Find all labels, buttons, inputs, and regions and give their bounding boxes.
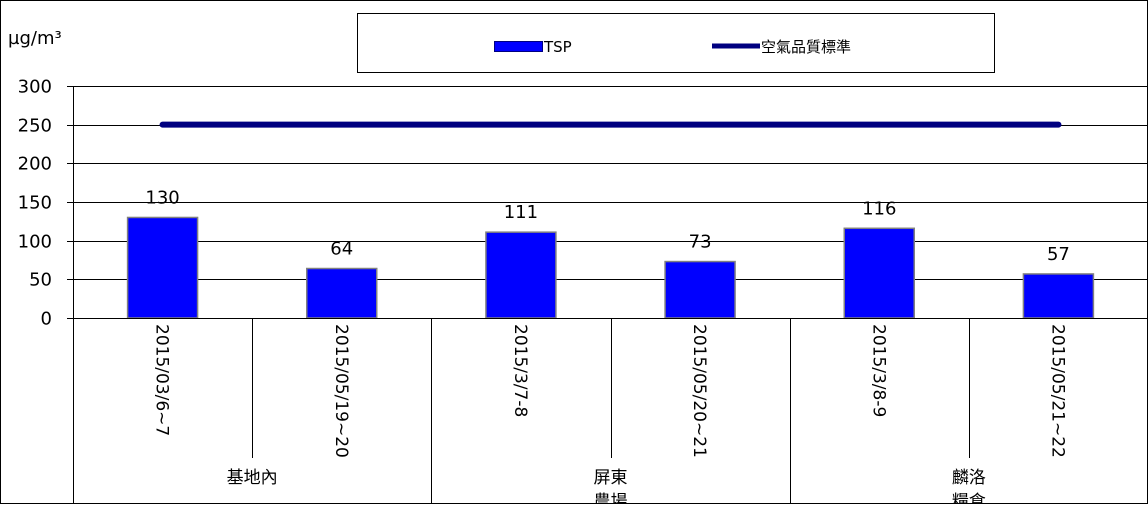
y-tick-label: 50	[29, 270, 52, 291]
bars	[126, 216, 1095, 319]
legend-label-tsp: TSP	[543, 38, 572, 56]
y-tick-label: 100	[18, 232, 52, 253]
bar-value-label: 57	[1047, 244, 1070, 265]
tsp-bar	[1022, 273, 1095, 319]
group-label-line2: 農場	[594, 492, 628, 504]
tsp-bar	[843, 227, 915, 319]
gridlines	[73, 86, 1148, 280]
legend-swatch-tsp	[494, 41, 543, 52]
y-tick-label: 150	[18, 193, 52, 214]
y-tick-label: 300	[18, 77, 52, 98]
tsp-bar	[485, 231, 557, 319]
bar-value-label: 73	[689, 232, 712, 253]
x-category-label: 2015/3/8-9	[868, 324, 888, 417]
x-category-label: 2015/05/20~21	[689, 324, 709, 458]
tsp-bar	[306, 267, 378, 319]
unit-label: µg/m³	[8, 28, 62, 49]
tsp-bar	[664, 260, 736, 319]
labels: 0 50 100 150 200 250 300 130 2015/03/6~7 64 2015/0…	[18, 77, 1070, 509]
group-label: 麟洛	[952, 468, 986, 488]
bar-value-label: 116	[862, 198, 896, 219]
legend-label-standard: 空氣品質標準	[761, 38, 851, 56]
group-label: 基地內	[227, 468, 278, 488]
group-label-line2: 糧倉	[952, 492, 986, 504]
x-category-label: 2015/3/7-8	[510, 324, 530, 417]
y-tick-label: 200	[18, 154, 52, 175]
axes	[67, 86, 1148, 504]
bar-value-label: 130	[145, 187, 179, 208]
y-tick-label: 250	[18, 116, 52, 137]
legend-box	[357, 13, 995, 73]
group-label: 屏東	[594, 468, 628, 488]
bar-value-label: 111	[504, 202, 538, 223]
x-category-label: 2015/05/21~22	[1047, 324, 1067, 458]
y-tick-label: 0	[41, 309, 52, 330]
x-category-label: 2015/03/6~7	[152, 324, 172, 436]
x-category-label: 2015/05/19~20	[331, 324, 351, 458]
legend: TSP 空氣品質標準	[357, 13, 995, 73]
bar-value-label: 64	[330, 239, 353, 260]
tsp-bar	[126, 216, 199, 319]
